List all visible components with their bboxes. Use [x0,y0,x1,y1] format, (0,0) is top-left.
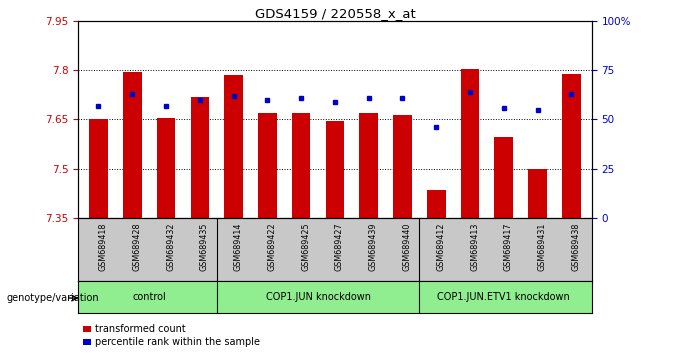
Bar [562,74,581,218]
Bar [427,190,445,218]
Bar [258,113,277,218]
Text: control: control [132,292,166,302]
Text: GSM689431: GSM689431 [538,223,547,271]
Bar [326,121,344,218]
Text: GSM689428: GSM689428 [132,223,141,271]
Title: GDS4159 / 220558_x_at: GDS4159 / 220558_x_at [254,7,415,20]
Bar [224,75,243,218]
Text: GSM689418: GSM689418 [99,223,107,271]
Text: GSM689439: GSM689439 [369,223,377,271]
Bar [528,169,547,218]
Bar [393,115,412,218]
Text: COP1.JUN knockdown: COP1.JUN knockdown [265,292,371,302]
Text: GSM689427: GSM689427 [335,223,344,272]
Text: GSM689414: GSM689414 [233,223,243,271]
Text: GSM689412: GSM689412 [437,223,445,271]
Text: GSM689413: GSM689413 [470,223,479,271]
Text: genotype/variation: genotype/variation [7,293,99,303]
Text: GSM689425: GSM689425 [301,223,310,272]
Bar [190,97,209,218]
Text: GSM689440: GSM689440 [403,223,411,271]
Text: GSM689438: GSM689438 [571,223,580,271]
Text: COP1.JUN.ETV1 knockdown: COP1.JUN.ETV1 knockdown [437,292,570,302]
Bar [494,137,513,218]
Bar [461,69,479,218]
Bar [89,120,107,218]
Bar [292,113,310,218]
Text: GSM689422: GSM689422 [267,223,276,272]
Bar [123,72,141,218]
Bar [360,113,378,218]
Legend: transformed count, percentile rank within the sample: transformed count, percentile rank withi… [83,325,260,347]
Text: GSM689432: GSM689432 [166,223,175,271]
Text: GSM689417: GSM689417 [504,223,513,271]
Bar [156,118,175,218]
Text: GSM689435: GSM689435 [200,223,209,271]
